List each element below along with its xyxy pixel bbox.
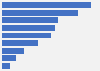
Bar (2, 63, 10, 69)
Bar (2, 17, 58, 23)
Bar (2, 55, 16, 61)
Bar (2, 2, 91, 8)
Bar (2, 40, 38, 46)
Bar (2, 33, 51, 38)
Bar (2, 10, 78, 16)
Bar (2, 25, 55, 31)
Bar (2, 48, 24, 54)
